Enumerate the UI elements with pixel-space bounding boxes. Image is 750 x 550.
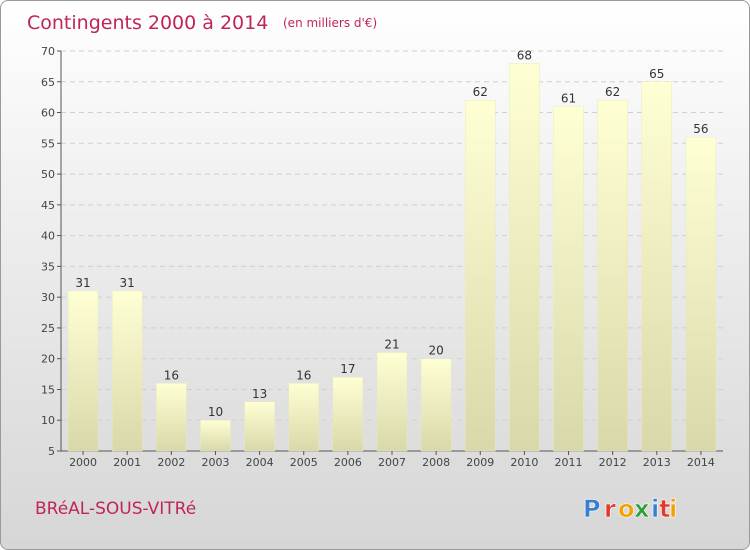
data-label-2002: 16: [164, 368, 179, 382]
y-tick-label: 50: [41, 168, 55, 181]
brand-letter: P: [583, 495, 601, 523]
y-tick-label: 70: [41, 45, 55, 58]
data-label-2004: 13: [252, 387, 267, 401]
y-tick-label: 25: [41, 322, 55, 335]
data-label-2005: 16: [296, 368, 311, 382]
bar-2005: [288, 383, 319, 452]
data-label-2007: 21: [384, 338, 399, 352]
bar-2009: [465, 99, 496, 452]
y-tick-label: 60: [41, 107, 55, 120]
data-label-2003: 10: [208, 405, 223, 419]
bar-2000: [67, 290, 99, 452]
y-tick-label: 40: [41, 230, 55, 243]
x-tick-label-2003: 2003: [201, 456, 229, 469]
y-tick-labels: 5 10 15 20 25 30 35 40 45 50 55 60 65 70: [41, 45, 61, 458]
bar-2010: [509, 63, 540, 452]
bar-2014: [685, 136, 717, 452]
bar-2006: [332, 376, 364, 452]
x-tick-label-2006: 2006: [334, 456, 362, 469]
x-tick-labels: 2000 2001 2002 2003 2004 2005 2006 2007 2008 2009…: [69, 451, 715, 469]
x-tick-label-2000: 2000: [69, 456, 97, 469]
x-tick-label-2012: 2012: [599, 456, 627, 469]
brand-letter: i: [669, 495, 677, 523]
y-tick-label: 5: [48, 445, 55, 458]
bar-2002: [156, 383, 187, 452]
x-tick-label-2008: 2008: [422, 456, 450, 469]
commune-name: BRéAL-SOUS-VITRé: [35, 499, 196, 519]
x-tick-label-2009: 2009: [466, 456, 494, 469]
y-tick-label: 10: [41, 414, 55, 427]
x-tick-label-2004: 2004: [246, 456, 274, 469]
chart-subtitle: (en milliers d'€): [283, 16, 377, 30]
data-label-2008: 20: [428, 344, 443, 358]
bar-2012: [597, 99, 628, 452]
y-tick-label: 55: [41, 137, 55, 150]
data-label-2012: 62: [605, 85, 620, 99]
y-tick-label: 30: [41, 291, 55, 304]
data-label-2014: 56: [693, 122, 708, 136]
bar-2004: [244, 401, 275, 452]
bar-2007: [376, 352, 408, 452]
x-tick-label-2010: 2010: [510, 456, 538, 469]
brand-letter: x: [634, 495, 650, 523]
bar-2001: [111, 290, 143, 452]
data-label-2013: 65: [649, 67, 664, 81]
data-label-2011: 61: [561, 91, 576, 105]
data-label-2010: 68: [517, 48, 532, 62]
data-label-2006: 17: [340, 362, 355, 376]
x-tick-label-2002: 2002: [157, 456, 185, 469]
bar-2011: [553, 106, 584, 452]
data-label-2009: 62: [473, 85, 488, 99]
brand-letter: r: [604, 495, 616, 523]
data-label-2000: 31: [75, 276, 90, 290]
data-label-2001: 31: [120, 276, 135, 290]
x-tick-label-2007: 2007: [378, 456, 406, 469]
y-tick-label: 45: [41, 199, 55, 212]
x-tick-label-2013: 2013: [643, 456, 671, 469]
y-tick-label: 65: [41, 76, 55, 89]
brand-letter: t: [659, 495, 670, 523]
y-tick-label: 20: [41, 353, 55, 366]
x-tick-label-2014: 2014: [687, 456, 715, 469]
bar-2008: [420, 358, 452, 452]
y-tick-label: 35: [41, 260, 55, 273]
bar-2013: [641, 81, 673, 452]
brand-letter: o: [618, 495, 635, 523]
bar-2003: [200, 419, 231, 452]
chart-title: Contingents 2000 à 2014: [27, 12, 268, 34]
brand-letter: i: [651, 495, 659, 523]
x-tick-label-2001: 2001: [113, 456, 141, 469]
bars: [67, 63, 717, 452]
y-tick-label: 15: [41, 383, 55, 396]
x-tick-label-2005: 2005: [290, 456, 318, 469]
data-labels: 31 31 16 10 13 16 17 21 20 62 68 61 62 65 56: [75, 48, 708, 419]
x-tick-label-2011: 2011: [555, 456, 583, 469]
